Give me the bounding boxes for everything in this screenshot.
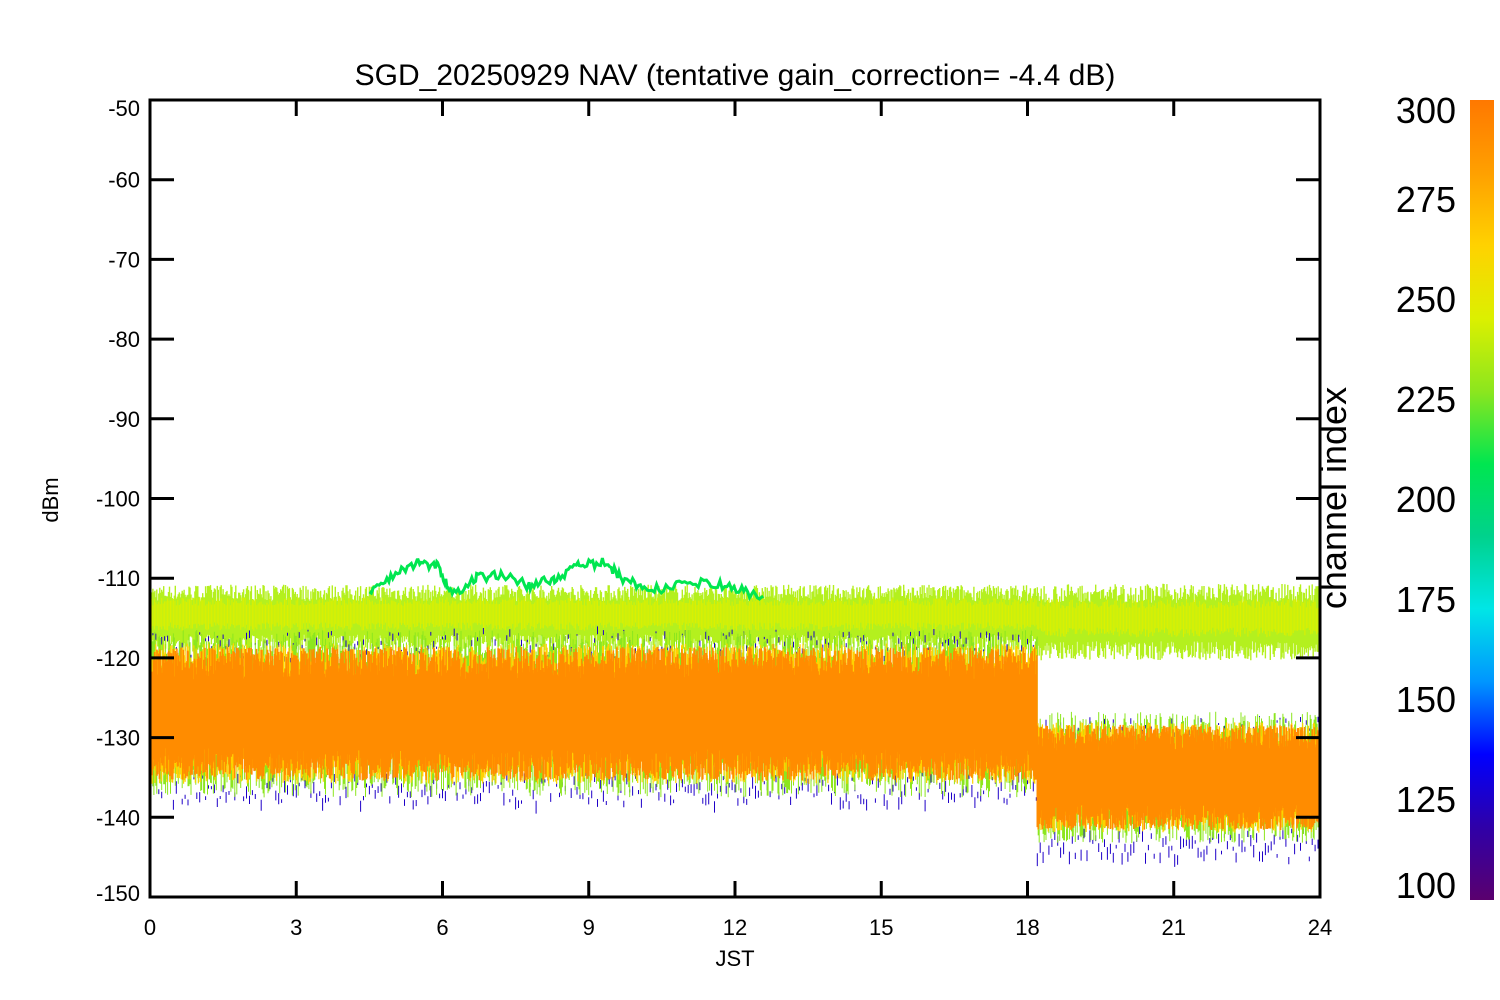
y-axis: -50 -60 -70 -80 -90 -100 -110 -120 -130 -140 -150 bbox=[96, 96, 1320, 906]
colorbar-tick-label: 275 bbox=[1396, 179, 1456, 220]
series-strong-channel bbox=[368, 557, 765, 602]
colorbar-label: channel index bbox=[1313, 387, 1354, 609]
y-tick-label: -50 bbox=[108, 96, 140, 121]
y-tick-label: -90 bbox=[108, 407, 140, 432]
y-tick-label: -60 bbox=[108, 168, 140, 193]
colorbar-ticks: 300 275 250 225 200 175 150 125 100 bbox=[1396, 90, 1456, 906]
colorbar-tick-label: 300 bbox=[1396, 90, 1456, 131]
colorbar-tick-label: 250 bbox=[1396, 279, 1456, 320]
y-tick-label: -70 bbox=[108, 247, 140, 272]
y-tick-label: -80 bbox=[108, 327, 140, 352]
series-main-band-core bbox=[1037, 757, 1320, 798]
colorbar-tick-label: 100 bbox=[1396, 865, 1456, 906]
y-tick-label: -100 bbox=[96, 487, 140, 512]
y-tick-label: -140 bbox=[96, 805, 140, 830]
series-upper-band bbox=[150, 597, 1037, 631]
x-tick-label: 18 bbox=[1015, 915, 1039, 940]
x-tick-label: 9 bbox=[583, 915, 595, 940]
y-tick-label: -150 bbox=[96, 881, 140, 906]
x-tick-label: 3 bbox=[290, 915, 302, 940]
colorbar-tick-label: 175 bbox=[1396, 579, 1456, 620]
colorbar bbox=[1470, 100, 1494, 900]
y-tick-label: -120 bbox=[96, 646, 140, 671]
x-tick-label: 12 bbox=[723, 915, 747, 940]
x-tick-label: 21 bbox=[1162, 915, 1186, 940]
x-tick-label: 24 bbox=[1308, 915, 1332, 940]
x-axis-label: JST bbox=[715, 946, 754, 971]
y-tick-label: -110 bbox=[98, 566, 140, 591]
colorbar-tick-label: 150 bbox=[1396, 679, 1456, 720]
x-tick-label: 0 bbox=[144, 915, 156, 940]
x-tick-label: 15 bbox=[869, 915, 893, 940]
y-axis-label: dBm bbox=[38, 477, 63, 522]
colorbar-tick-label: 225 bbox=[1396, 379, 1456, 420]
y-tick-label: -130 bbox=[96, 726, 140, 751]
series-upper-band bbox=[1036, 598, 1320, 638]
chart-title: SGD_20250929 NAV (tentative gain_correct… bbox=[355, 59, 1116, 92]
colorbar-tick-label: 125 bbox=[1396, 779, 1456, 820]
colorbar-tick-label: 200 bbox=[1396, 479, 1456, 520]
x-tick-label: 6 bbox=[436, 915, 448, 940]
plot-data bbox=[150, 557, 1320, 867]
x-axis: 0 3 6 9 12 15 18 21 24 bbox=[144, 100, 1332, 940]
series-main-band-core bbox=[150, 688, 1038, 739]
